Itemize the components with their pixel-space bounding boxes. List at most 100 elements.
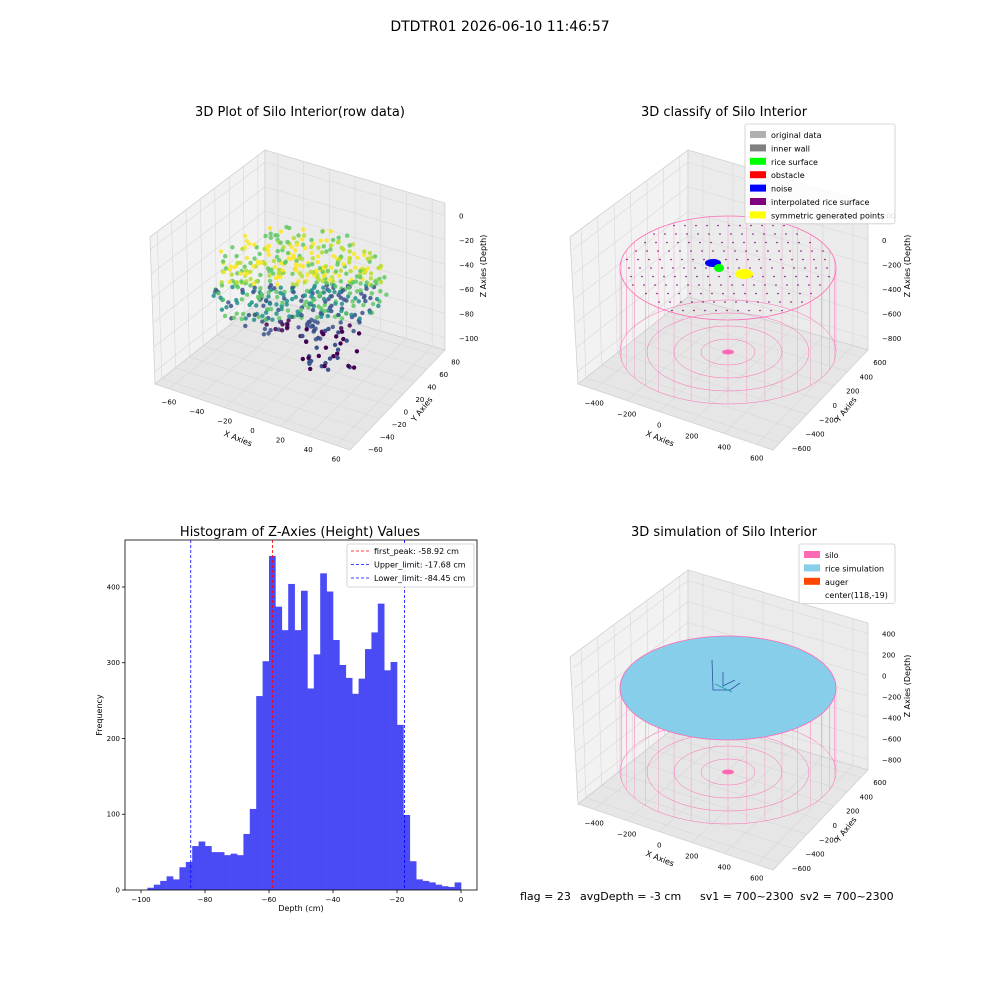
interpolated-surface-point — [691, 301, 693, 303]
figure-suptitle: DTDTR01 2026-06-10 11:46:57 — [390, 19, 609, 35]
scatter-point — [269, 267, 274, 272]
scatter-point — [327, 288, 332, 294]
scatter-point — [299, 274, 305, 279]
interpolated-surface-point — [742, 284, 744, 286]
y-tick-label: 80 — [451, 358, 460, 366]
grid-line — [597, 218, 602, 366]
scatter-point — [367, 250, 373, 256]
scatter-point — [351, 251, 357, 256]
scatter-point — [350, 280, 356, 285]
scatter-point — [346, 285, 352, 290]
scatter-point — [339, 326, 344, 331]
histogram-bar — [416, 879, 423, 890]
interpolated-surface-point — [688, 241, 690, 244]
simulation-legend: silo rice simulation auger center(118,-19) — [798, 543, 896, 604]
scatter-point — [234, 253, 239, 259]
interpolated-surface-point — [723, 250, 725, 252]
scatter-point — [226, 300, 231, 305]
scatter-point — [361, 302, 366, 308]
scatter-point — [345, 294, 351, 299]
scatter-point — [347, 249, 352, 254]
interpolated-surface-point — [817, 275, 819, 278]
scatter-point — [347, 260, 352, 265]
interpolated-surface-point — [730, 233, 732, 235]
grid-line — [648, 747, 835, 807]
scatter-point — [345, 233, 350, 238]
simulation-z-axis-label: Z Axies (Depth) — [903, 655, 912, 718]
scatter-point — [347, 243, 352, 248]
interpolated-surface-point — [728, 224, 730, 227]
y-tick-label: 0 — [404, 408, 408, 416]
scatter-point — [367, 310, 373, 315]
grid-line — [335, 346, 433, 446]
interpolated-surface-point — [710, 241, 712, 244]
panel-classify-title: 3D classify of Silo Interior — [641, 105, 808, 120]
scatter-point — [338, 320, 343, 325]
scatter-point — [347, 323, 352, 328]
grid-line — [308, 338, 407, 437]
grid-line — [264, 186, 446, 241]
scatter-point — [344, 271, 349, 276]
legend-frame — [744, 123, 896, 225]
interpolated-surface-point — [632, 284, 634, 286]
scatter-point — [310, 262, 315, 267]
interpolated-surface-point — [765, 241, 767, 244]
x-tick-label: 0 — [459, 896, 463, 904]
y-tick-label: −40 — [380, 433, 395, 441]
simulation-x-ticks: −400 −200 0 200 400 600 — [585, 820, 764, 883]
interpolated-surface-point — [799, 292, 801, 295]
grid-line — [230, 323, 416, 382]
scatter-point — [316, 245, 321, 250]
histogram-bar — [147, 887, 155, 890]
scatter-point — [376, 303, 381, 309]
scatter-point — [322, 302, 327, 308]
y-tick-label: 0 — [116, 887, 120, 895]
legend-label: original data — [771, 131, 822, 140]
interpolated-surface-point — [712, 250, 714, 252]
scatter-point — [328, 277, 333, 282]
scatter-point — [272, 286, 277, 291]
y-tick-label: 40 — [427, 383, 436, 391]
scatter-point — [316, 277, 322, 282]
grid-line — [577, 284, 689, 372]
grid-line — [585, 797, 780, 864]
scatter-point — [229, 272, 234, 277]
scatter-point — [239, 279, 244, 284]
interpolated-surface-point — [682, 309, 684, 312]
scatter-point — [216, 291, 221, 296]
legend-swatch — [750, 157, 766, 165]
scatter-point — [368, 276, 374, 281]
scatter-point — [339, 245, 344, 250]
scatter-point — [275, 248, 280, 254]
grid-line — [573, 601, 689, 689]
interpolated-surface-point — [663, 275, 665, 278]
scatter-point — [274, 302, 279, 307]
interpolated-surface-point — [808, 284, 810, 286]
interpolated-surface-point — [781, 309, 783, 312]
interpolated-surface-point — [695, 224, 697, 227]
interpolated-surface-point — [708, 233, 710, 235]
interpolated-surface-point — [630, 275, 632, 278]
grid-line — [580, 230, 587, 378]
histogram-bar — [320, 573, 327, 890]
interpolated-surface-point — [683, 267, 685, 269]
scatter-point — [325, 313, 330, 319]
scatter-point — [294, 242, 299, 248]
grid-line — [150, 162, 266, 250]
simulation-silo-wireframe — [619, 635, 837, 825]
scatter-point — [325, 367, 331, 372]
scatter-point — [278, 285, 283, 290]
interpolated-surface-point — [741, 233, 743, 235]
classify-pane-floor — [577, 296, 869, 451]
scatter-point — [235, 300, 240, 306]
scatter-point — [310, 323, 315, 329]
scatter-point — [221, 259, 226, 264]
scatter-point — [290, 271, 295, 276]
scatter-point — [301, 242, 306, 247]
grid-line — [154, 284, 266, 372]
scatter-point — [234, 283, 240, 289]
histogram-bar — [352, 693, 359, 890]
scatter-point — [319, 250, 325, 255]
